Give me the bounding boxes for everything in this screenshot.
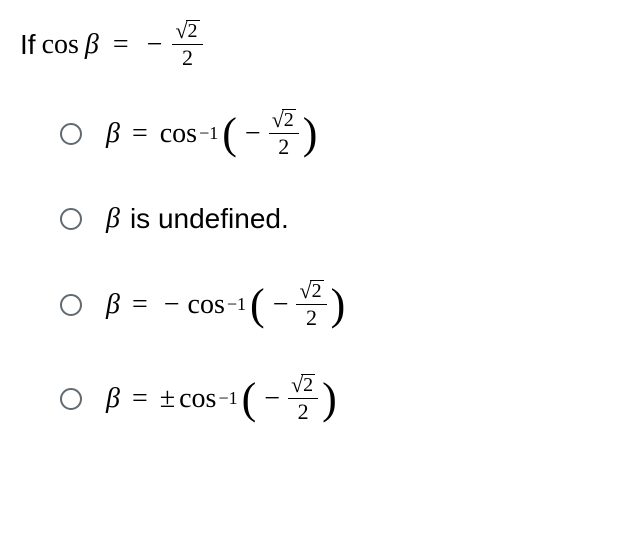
sqrt-value: 2: [310, 280, 324, 301]
beta-symbol: β: [85, 29, 99, 61]
superscript: −1: [218, 388, 237, 409]
equals-sign: =: [113, 29, 129, 61]
undefined-text: is undefined.: [130, 203, 289, 235]
cos-text: cos: [179, 383, 216, 415]
sqrt-expression: √ 2: [299, 280, 323, 302]
question-prefix: If: [20, 29, 36, 61]
cos-text: cos: [160, 118, 197, 150]
right-paren: ): [303, 116, 318, 151]
fraction-denominator: 2: [306, 305, 317, 329]
option-b: β is undefined.: [60, 203, 606, 235]
radio-d[interactable]: [60, 388, 82, 410]
option-d: β = ± cos−1 ( − √ 2 2 ): [60, 374, 606, 423]
cos-text: cos: [188, 289, 225, 321]
equals-sign: =: [132, 383, 148, 415]
left-paren: (: [242, 381, 257, 416]
sqrt-expression: √ 2: [272, 109, 296, 131]
radio-a[interactable]: [60, 123, 82, 145]
option-d-content: β = ± cos−1 ( − √ 2 2 ): [106, 374, 337, 423]
fraction-numerator: √ 2: [172, 20, 202, 45]
left-paren: (: [250, 287, 265, 322]
minus-sign: −: [245, 118, 261, 150]
right-paren: ): [331, 287, 346, 322]
fraction: √ 2 2: [172, 20, 202, 69]
sqrt-expression: √ 2: [175, 20, 199, 42]
sqrt-value: 2: [282, 109, 296, 130]
equals-sign: =: [132, 289, 148, 321]
fraction-denominator: 2: [278, 134, 289, 158]
superscript: −1: [227, 294, 246, 315]
sqrt-value: 2: [301, 374, 315, 395]
fraction-numerator: √ 2: [269, 109, 299, 134]
beta-symbol: β: [106, 118, 120, 150]
superscript: −1: [199, 123, 218, 144]
fraction-denominator: 2: [298, 399, 309, 423]
fraction: √ 2 2: [288, 374, 318, 423]
option-c: β = − cos−1 ( − √ 2 2 ): [60, 280, 606, 329]
pre-minus-sign: −: [164, 289, 180, 321]
minus-sign: −: [273, 289, 289, 321]
right-paren: ): [322, 381, 337, 416]
sqrt-expression: √ 2: [291, 374, 315, 396]
beta-symbol: β: [106, 203, 120, 235]
minus-sign: −: [264, 383, 280, 415]
minus-sign: −: [147, 29, 163, 61]
sqrt-value: 2: [186, 20, 200, 41]
left-paren: (: [222, 116, 237, 151]
beta-symbol: β: [106, 289, 120, 321]
fraction: √ 2 2: [269, 109, 299, 158]
options-list: β = cos−1 ( − √ 2 2 ) β is undefined.: [20, 109, 606, 423]
fraction-denominator: 2: [182, 45, 193, 69]
fraction: √ 2 2: [296, 280, 326, 329]
radio-b[interactable]: [60, 208, 82, 230]
cos-text: cos: [42, 29, 79, 61]
fraction-numerator: √ 2: [288, 374, 318, 399]
equals-sign: =: [132, 118, 148, 150]
option-b-content: β is undefined.: [106, 203, 289, 235]
question-stem: If cos β = − √ 2 2: [20, 20, 606, 69]
option-c-content: β = − cos−1 ( − √ 2 2 ): [106, 280, 345, 329]
option-a: β = cos−1 ( − √ 2 2 ): [60, 109, 606, 158]
option-a-content: β = cos−1 ( − √ 2 2 ): [106, 109, 317, 158]
radio-c[interactable]: [60, 294, 82, 316]
plusminus-sign: ±: [160, 383, 175, 415]
fraction-numerator: √ 2: [296, 280, 326, 305]
beta-symbol: β: [106, 383, 120, 415]
